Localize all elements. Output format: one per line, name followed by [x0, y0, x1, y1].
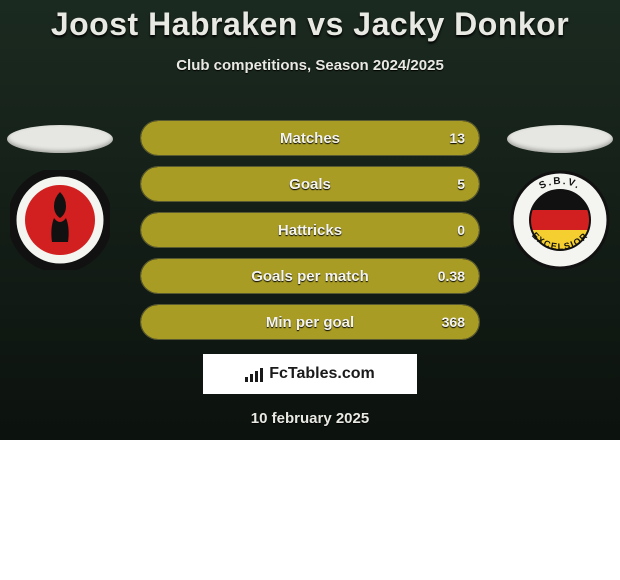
watermark-text: FcTables.com [269, 365, 375, 383]
team-badge-left [10, 170, 110, 275]
stat-value: 13 [449, 121, 465, 155]
player-placeholder-right [507, 125, 613, 153]
stat-value: 0 [457, 213, 465, 247]
subtitle: Club competitions, Season 2024/2025 [0, 57, 620, 74]
chart-bars-icon [245, 366, 263, 382]
stat-row: Min per goal368 [140, 304, 480, 340]
stat-label: Min per goal [141, 305, 479, 339]
stat-row: Hattricks0 [140, 212, 480, 248]
excelsior-crest-icon: S.B.V. EXCELSIOR [510, 170, 610, 270]
page-title: Joost Habraken vs Jacky Donkor [0, 6, 620, 43]
stat-label: Matches [141, 121, 479, 155]
team-badge-right: S.B.V. EXCELSIOR [510, 170, 610, 275]
date-text: 10 february 2025 [0, 410, 620, 427]
stat-label: Hattricks [141, 213, 479, 247]
helmond-crest-icon [10, 170, 110, 270]
stat-label: Goals per match [141, 259, 479, 293]
watermark: FcTables.com [203, 354, 417, 394]
stat-value: 5 [457, 167, 465, 201]
player-placeholder-left [7, 125, 113, 153]
stats-list: Matches13 Goals5 Hattricks0 Goals per match… [140, 120, 480, 340]
stat-row: Matches13 [140, 120, 480, 156]
stat-value: 0.38 [438, 259, 465, 293]
stat-value: 368 [442, 305, 465, 339]
stat-row: Goals5 [140, 166, 480, 202]
comparison-card: Joost Habraken vs Jacky Donkor Club comp… [0, 0, 620, 440]
stat-row: Goals per match0.38 [140, 258, 480, 294]
stat-label: Goals [141, 167, 479, 201]
